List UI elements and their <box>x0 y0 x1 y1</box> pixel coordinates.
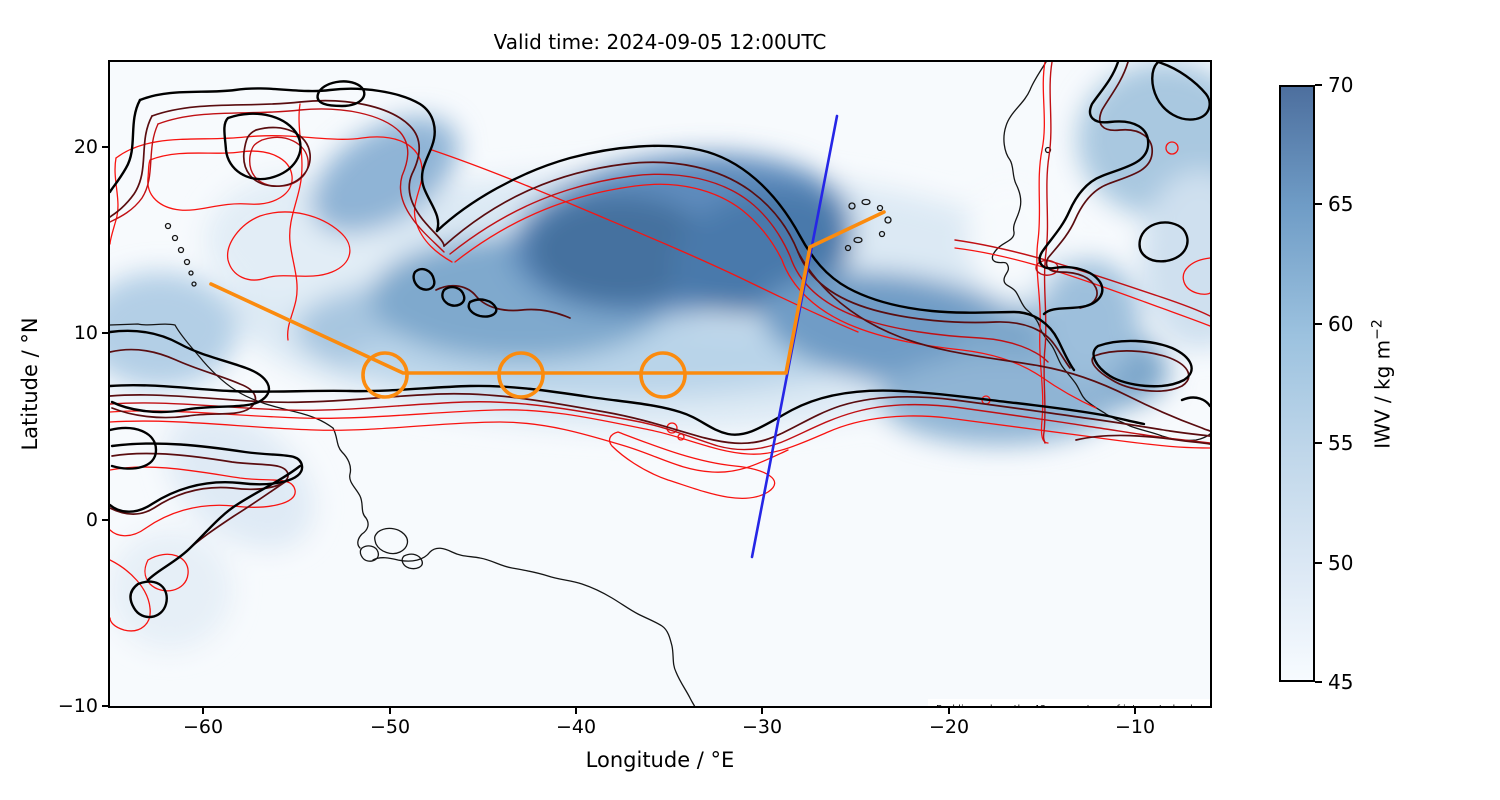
amazon-delta-island <box>359 545 380 562</box>
map-svg <box>110 62 1210 706</box>
colorbar-tick <box>1315 562 1322 564</box>
colorbar-tick <box>1315 323 1322 325</box>
colorbar-tick <box>1315 442 1322 444</box>
colorbar-tick-label: 50 <box>1328 551 1354 575</box>
y-axis-label: Latitude / °N <box>18 317 42 451</box>
annotation-line: Red lines show the 48mm contour of integ… <box>936 704 1210 706</box>
colorbar-tick-label: 70 <box>1328 73 1354 97</box>
amazon-delta-island <box>401 553 423 570</box>
y-tick-label: −10 <box>57 695 98 717</box>
colorbar-tick-label: 55 <box>1328 431 1354 455</box>
x-tick <box>202 708 204 714</box>
orange-track-circle <box>497 351 545 399</box>
colorbar-tick-label: 45 <box>1328 670 1354 694</box>
x-tick <box>1134 708 1136 714</box>
iwv-field <box>110 62 1210 650</box>
orange-track-circle <box>361 351 409 399</box>
colorbar-tick <box>1315 203 1322 205</box>
cape-verde-islands <box>844 198 892 252</box>
y-tick <box>102 519 108 521</box>
coastline-brazil <box>372 547 696 706</box>
satellite-track-orange <box>209 210 886 399</box>
x-tick-label: −10 <box>1114 716 1156 738</box>
colorbar-tick <box>1315 681 1322 683</box>
orange-track-circle <box>639 351 687 399</box>
x-tick-label: −40 <box>555 716 597 738</box>
x-tick-label: −20 <box>928 716 970 738</box>
y-tick-label: 20 <box>73 136 98 158</box>
y-tick <box>102 332 108 334</box>
y-tick <box>102 705 108 707</box>
y-tick <box>102 146 108 148</box>
x-tick-label: −60 <box>182 716 224 738</box>
colorbar-tick-label: 65 <box>1328 192 1354 216</box>
amazon-delta-island <box>374 527 409 555</box>
x-tick-label: −30 <box>741 716 783 738</box>
colorbar-gradient <box>1279 85 1315 682</box>
y-tick-label: 0 <box>85 509 98 531</box>
y-tick-label: 10 <box>73 322 98 344</box>
x-axis-label: Longitude / °E <box>585 748 735 772</box>
contour-48mm-older <box>110 62 1210 451</box>
plot-title: Valid time: 2024-09-05 12:00UTC <box>493 30 827 54</box>
x-tick <box>761 708 763 714</box>
colorbar-tick-label: 60 <box>1328 312 1354 336</box>
plot-area: Red lines show the 48mm contour of integ… <box>108 60 1212 708</box>
orange-track-line <box>209 210 886 375</box>
contour-48mm-latest <box>110 62 1210 619</box>
x-tick <box>389 708 391 714</box>
colorbar-label: IWV / kg m−2 <box>1369 319 1395 449</box>
colorbar-tick <box>1315 84 1322 86</box>
annotation-box: Red lines show the 48mm contour of integ… <box>928 699 1210 706</box>
x-tick-label: −50 <box>369 716 411 738</box>
island <box>1044 146 1052 154</box>
antilles-islands <box>164 222 197 287</box>
coastline-south-america <box>110 323 369 549</box>
x-tick <box>575 708 577 714</box>
x-tick <box>948 708 950 714</box>
